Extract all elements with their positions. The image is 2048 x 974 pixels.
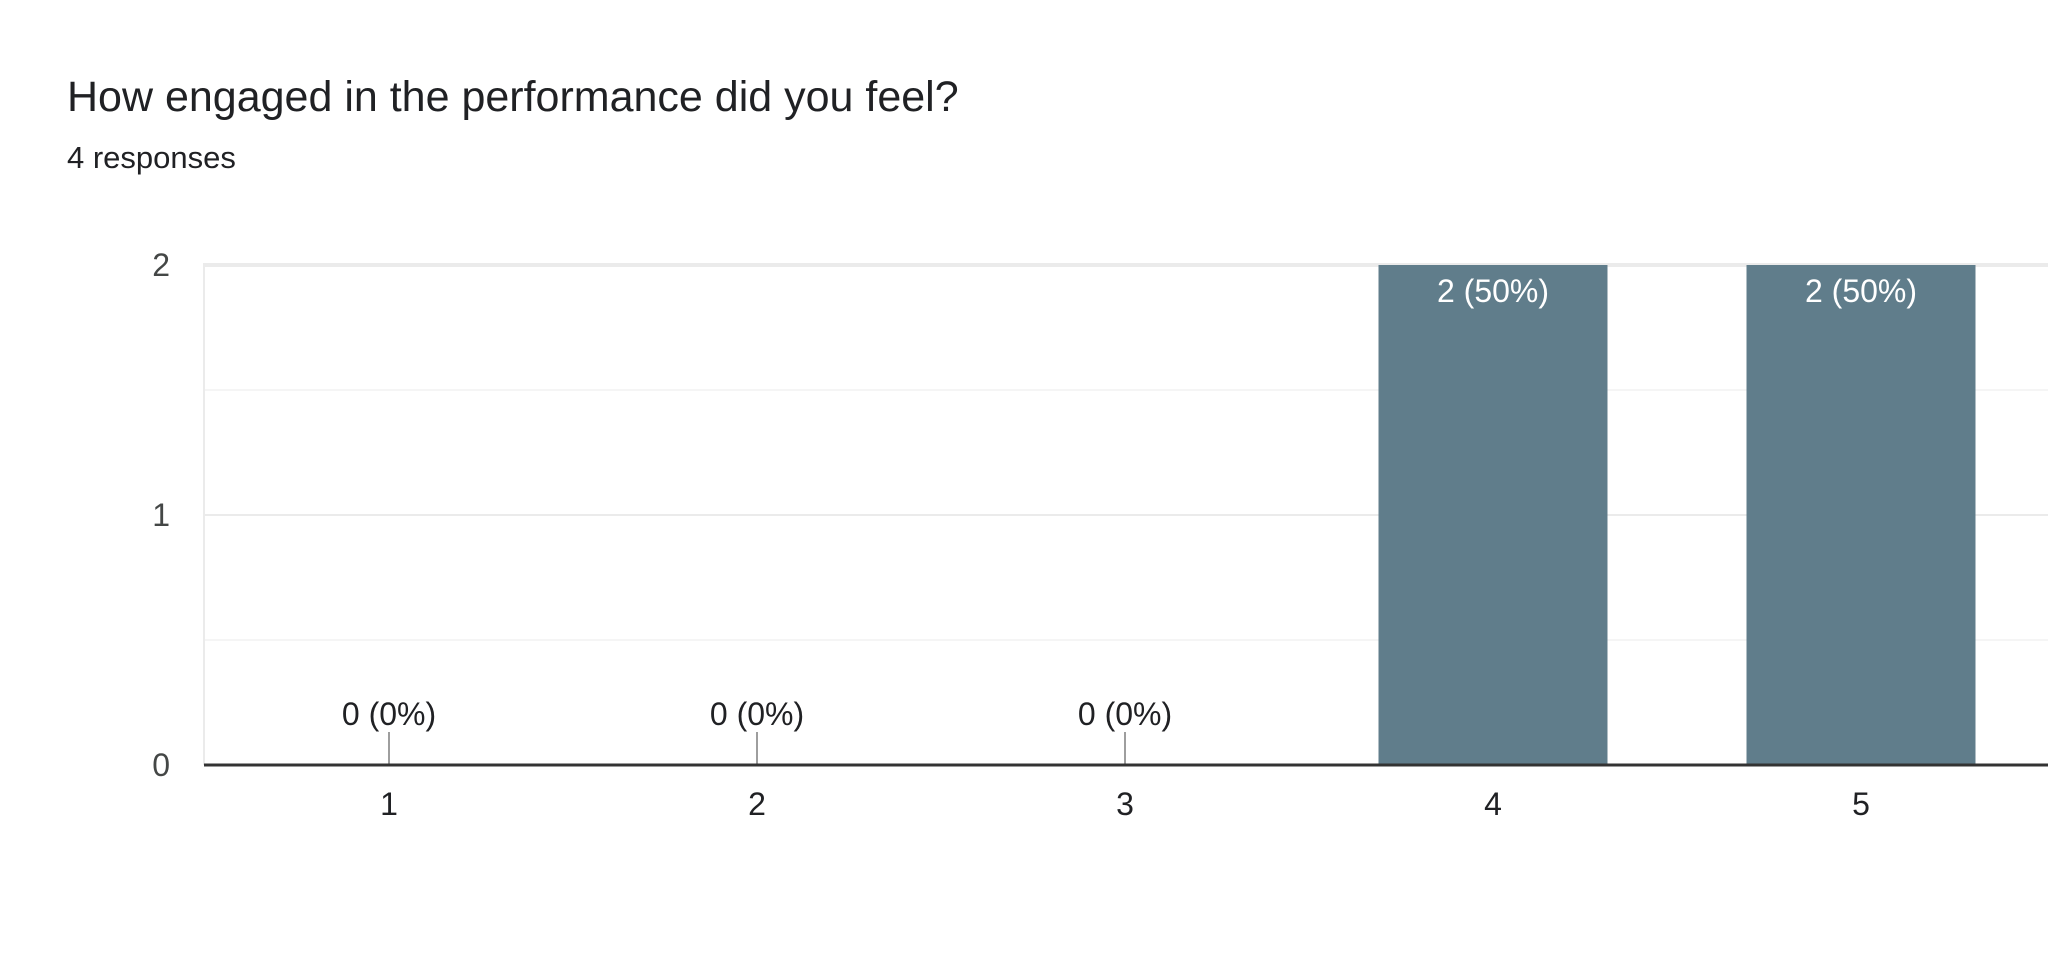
data-label-5: 2 (50%) bbox=[1805, 273, 1917, 309]
data-label-1: 0 (0%) bbox=[342, 696, 436, 732]
question-title: How engaged in the performance did you f… bbox=[67, 73, 959, 121]
x-tick-label-2: 2 bbox=[748, 786, 766, 822]
x-tick-label-5: 5 bbox=[1852, 786, 1870, 822]
x-tick-label-1: 1 bbox=[380, 786, 398, 822]
bar-4 bbox=[1378, 265, 1608, 765]
data-label-2: 0 (0%) bbox=[710, 696, 804, 732]
x-tick-label-3: 3 bbox=[1116, 786, 1134, 822]
gridlines bbox=[204, 263, 2048, 641]
y-tick-label: 0 bbox=[152, 747, 170, 783]
bar-5 bbox=[1746, 265, 1976, 765]
y-tick-label: 1 bbox=[152, 497, 170, 533]
x-tick-label-4: 4 bbox=[1484, 786, 1502, 822]
data-label-4: 2 (50%) bbox=[1437, 273, 1549, 309]
data-label-3: 0 (0%) bbox=[1078, 696, 1172, 732]
y-tick-label: 2 bbox=[152, 247, 170, 283]
axes: 0 1 2 1 2 3 4 5 bbox=[152, 247, 2048, 822]
bars bbox=[388, 265, 1976, 765]
data-labels: 0 (0%) 0 (0%) 0 (0%) 2 (50%) 2 (50%) bbox=[342, 273, 1917, 732]
response-count: 4 responses bbox=[67, 140, 236, 175]
